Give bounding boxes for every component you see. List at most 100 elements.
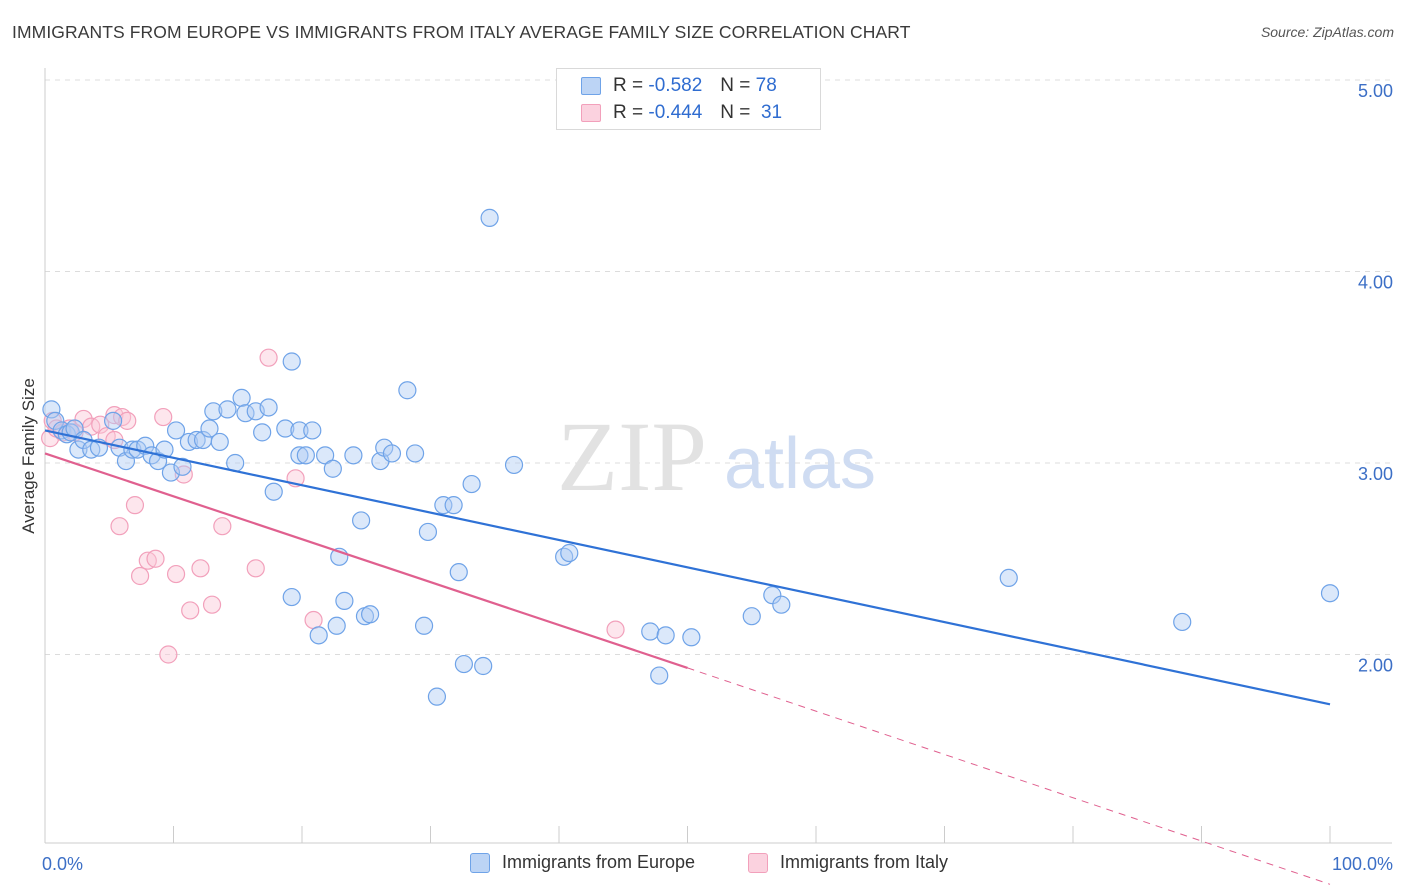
watermark-zip: ZIP bbox=[557, 401, 707, 512]
tick-labels: 2.00 3.00 4.00 5.00 0.0% 100.0% bbox=[42, 81, 1393, 874]
watermark-atlas: atlas bbox=[724, 424, 876, 504]
x-tick-label-max: 100.0% bbox=[1332, 854, 1393, 874]
series-legend: Immigrants from Europe Immigrants from I… bbox=[0, 852, 1406, 878]
europe-point bbox=[504, 455, 524, 475]
italy-point bbox=[118, 411, 137, 430]
europe-point bbox=[641, 622, 660, 641]
europe-point bbox=[232, 388, 251, 407]
europe-point bbox=[210, 432, 229, 452]
europe-point bbox=[474, 656, 493, 676]
europe-point bbox=[253, 423, 272, 442]
y-tick-label: 4.00 bbox=[1358, 273, 1393, 293]
italy-point bbox=[154, 407, 173, 427]
europe-point bbox=[560, 543, 579, 563]
italy-point bbox=[246, 559, 265, 578]
europe-point bbox=[259, 398, 278, 417]
europe-point bbox=[204, 402, 223, 421]
europe-point bbox=[742, 607, 761, 626]
europe-point bbox=[173, 457, 192, 476]
italy-point bbox=[110, 517, 129, 536]
europe-point bbox=[309, 626, 328, 645]
europe-point bbox=[335, 591, 354, 610]
europe-point bbox=[46, 411, 65, 430]
series-europe-points bbox=[42, 208, 1340, 706]
europe-point bbox=[155, 440, 174, 459]
europe-point bbox=[414, 616, 434, 635]
europe-point bbox=[1320, 584, 1340, 603]
europe-point bbox=[323, 459, 342, 478]
trend-lines bbox=[44, 429, 1331, 885]
italy-point bbox=[181, 601, 200, 620]
legend-row-italy: R = -0.444 N = 31 bbox=[581, 101, 782, 125]
europe-point bbox=[462, 474, 481, 494]
europe-point bbox=[772, 595, 791, 614]
europe-point bbox=[290, 421, 309, 440]
legend-swatch-italy bbox=[581, 104, 601, 122]
legend-label-italy: Immigrants from Italy bbox=[780, 852, 949, 872]
italy-point bbox=[125, 496, 145, 515]
europe-point bbox=[166, 421, 186, 440]
r-label: R = bbox=[613, 75, 644, 96]
n-value: 78 bbox=[755, 75, 777, 96]
chart-title: IMMIGRANTS FROM EUROPE VS IMMIGRANTS FRO… bbox=[12, 22, 911, 42]
europe-point bbox=[382, 444, 402, 463]
europe-point bbox=[1173, 612, 1192, 632]
europe-point bbox=[650, 666, 669, 685]
italy-point bbox=[213, 517, 232, 536]
axes bbox=[44, 68, 1392, 844]
europe-point bbox=[427, 687, 447, 706]
y-axis-title: Average Family Size bbox=[19, 378, 38, 534]
legend-item-italy[interactable]: Immigrants from Italy bbox=[748, 852, 948, 873]
italy-point bbox=[304, 610, 323, 630]
y-tick-label: 5.00 bbox=[1358, 81, 1393, 101]
italy-point bbox=[191, 559, 210, 578]
legend-swatch-italy bbox=[748, 852, 768, 873]
italy-point bbox=[166, 564, 186, 584]
europe-point bbox=[218, 400, 237, 419]
europe-point bbox=[116, 451, 136, 471]
europe-point bbox=[398, 381, 417, 400]
italy-point bbox=[146, 549, 165, 568]
r-value: -0.582 bbox=[648, 75, 703, 96]
italy-point bbox=[259, 348, 278, 367]
trend-line-europe bbox=[44, 429, 1331, 706]
trend-line-italy-extension bbox=[687, 667, 1331, 885]
europe-point bbox=[104, 411, 123, 430]
europe-point bbox=[200, 419, 219, 438]
europe-point bbox=[405, 444, 425, 463]
europe-point bbox=[361, 605, 380, 624]
legend-swatch-europe bbox=[470, 852, 490, 873]
europe-point bbox=[42, 400, 61, 419]
n-label: N = bbox=[720, 75, 751, 96]
italy-point bbox=[606, 620, 625, 639]
legend-label-europe: Immigrants from Europe bbox=[502, 852, 696, 872]
europe-point bbox=[444, 496, 463, 515]
europe-point bbox=[282, 587, 301, 607]
italy-point bbox=[202, 595, 222, 614]
italy-point bbox=[159, 645, 178, 664]
n-label: N = bbox=[720, 102, 751, 123]
trend-line-italy bbox=[44, 452, 688, 669]
europe-point bbox=[69, 440, 88, 459]
europe-point bbox=[276, 419, 295, 438]
italy-point bbox=[130, 566, 150, 586]
correlation-legend: R = -0.582 N = 78 R = -0.444 N = 31 bbox=[556, 68, 821, 130]
europe-point bbox=[418, 522, 438, 542]
legend-swatch-europe bbox=[581, 77, 601, 95]
europe-point bbox=[449, 563, 468, 582]
europe-point bbox=[656, 626, 675, 645]
europe-point bbox=[161, 463, 181, 482]
x-tick-label-min: 0.0% bbox=[42, 854, 83, 874]
europe-point bbox=[344, 446, 363, 465]
legend-item-europe[interactable]: Immigrants from Europe bbox=[470, 852, 695, 873]
europe-point bbox=[148, 451, 168, 471]
europe-point bbox=[264, 482, 283, 501]
europe-point bbox=[282, 352, 301, 371]
y-tick-label: 3.00 bbox=[1358, 464, 1393, 484]
europe-point bbox=[434, 496, 453, 515]
europe-point bbox=[187, 430, 206, 450]
europe-point bbox=[999, 568, 1018, 588]
legend-row-europe: R = -0.582 N = 78 bbox=[581, 74, 777, 98]
r-label: R = bbox=[613, 102, 644, 123]
